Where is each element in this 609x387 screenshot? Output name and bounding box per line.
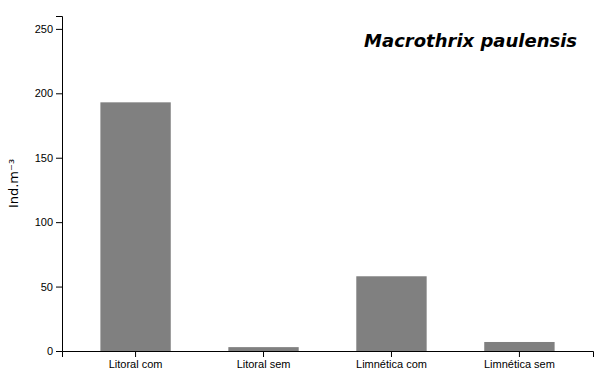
bar [356,276,426,351]
bar [228,347,298,351]
tick-mark [263,351,264,357]
tick-mark [56,351,62,352]
bar [484,342,554,351]
x-tick: Limnética com [356,351,427,370]
axis-line [63,352,594,358]
chart: 0 50 100 150 200 250 Litoral com Litoral sem Lim… [0,0,609,387]
tick-mark [56,93,62,94]
tick-label: Litoral sem [237,358,291,370]
tick-mark [56,158,62,159]
plot-area: 0 50 100 150 200 250 Litoral com Litoral sem Lim… [35,17,594,370]
tick-label: 0 [47,345,53,357]
y-tick: 0 [47,345,62,357]
y-tick: 250 [35,23,62,35]
x-axis: Litoral com Litoral sem Limnética com Limné… [63,351,594,370]
y-tick: 50 [41,281,62,293]
tick-mark [56,29,62,30]
tick-label: 250 [35,23,53,35]
y-tick: 100 [35,216,62,228]
axis-line [56,17,63,352]
tick-label: 200 [35,87,53,99]
tick-mark [56,287,62,288]
tick-label: 50 [41,281,53,293]
bar [100,102,170,351]
y-tick: 150 [35,152,62,164]
tick-mark [391,351,392,357]
tick-label: Litoral com [109,358,163,370]
x-tick: Litoral sem [237,351,291,370]
x-tick: Limnética sem [484,351,555,370]
tick-mark [56,222,62,223]
title: Macrothrix paulensis [364,30,577,51]
x-tick: Litoral com [109,351,163,370]
tick-label: Limnética sem [484,358,555,370]
tick-label: Limnética com [356,358,427,370]
tick-label: 150 [35,152,53,164]
tick-mark [135,351,136,357]
tick-mark [519,351,520,357]
y-tick: 200 [35,87,62,99]
y-axis-label: Ind.m⁻³ [6,159,21,208]
bars [100,102,554,351]
y-axis: 0 50 100 150 200 250 [35,17,63,358]
tick-label: 100 [35,216,53,228]
